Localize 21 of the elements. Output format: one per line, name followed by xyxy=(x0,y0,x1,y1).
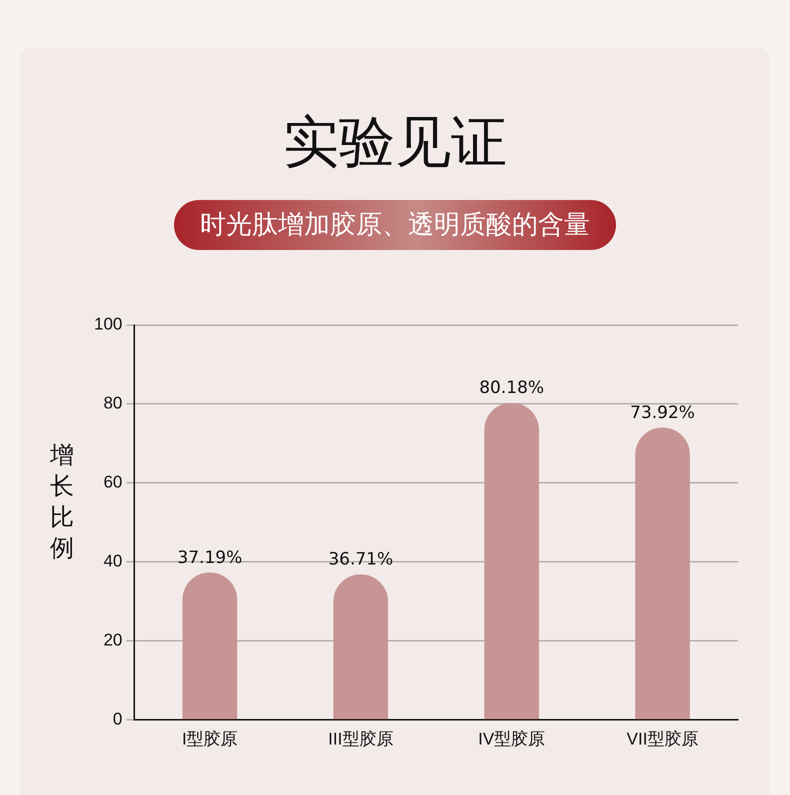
y-tick-label: 40 xyxy=(103,551,122,570)
bar xyxy=(182,572,238,720)
data-label: 80.18% xyxy=(479,378,544,398)
x-tick-label: IV型胶原 xyxy=(478,729,546,748)
data-label: 37.19% xyxy=(177,548,242,568)
x-tick-label: I型胶原 xyxy=(182,729,238,748)
x-tick-label: III型胶原 xyxy=(328,729,394,748)
bar xyxy=(635,428,690,720)
chart-title: 实验见证 xyxy=(282,109,508,177)
bar xyxy=(484,402,539,720)
y-tick-label: 80 xyxy=(103,394,122,413)
y-axis-title: 增长比例 xyxy=(50,440,75,564)
y-tick-label: 100 xyxy=(94,314,122,334)
bar xyxy=(333,574,388,720)
chart-subtitle: 时光肽增加胶原、透明质酸的含量 xyxy=(174,200,616,250)
y-tick-label: 20 xyxy=(103,630,122,650)
data-label: 36.71% xyxy=(328,550,394,570)
y-tick-label: 60 xyxy=(103,472,122,492)
data-label: 73.92% xyxy=(630,402,695,423)
x-tick-label: VII型胶原 xyxy=(626,729,698,748)
y-tick-label: 0 xyxy=(112,709,122,728)
